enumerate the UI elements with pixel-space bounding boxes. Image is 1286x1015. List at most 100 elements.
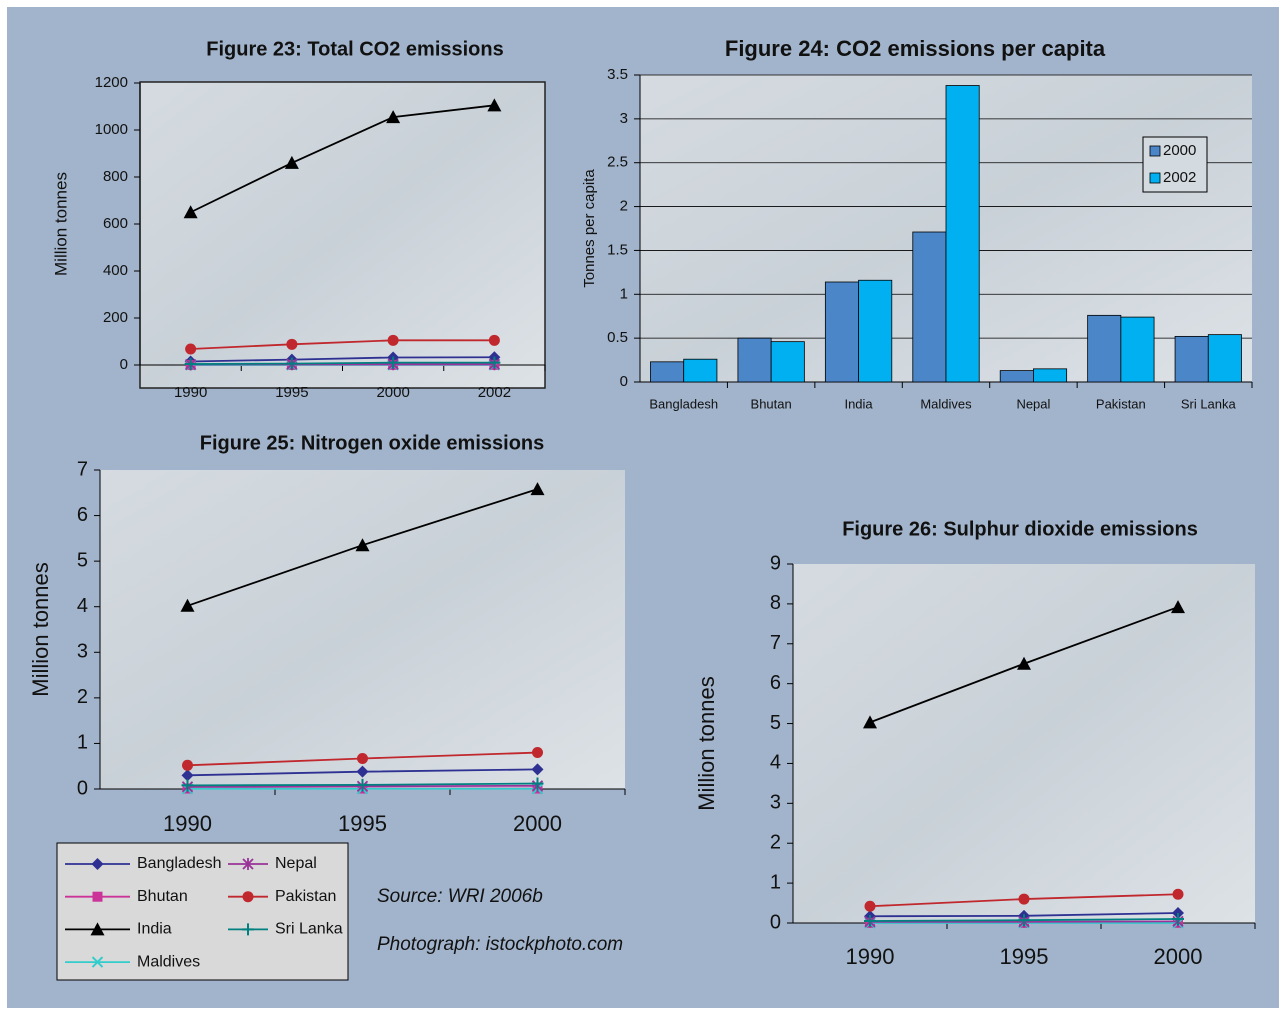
x-tick-label: 1995 xyxy=(275,384,308,401)
y-tick-label: 0 xyxy=(120,356,128,373)
y-axis-label: Tonnes per capita xyxy=(581,169,598,288)
x-tick-label: Nepal xyxy=(1016,396,1050,411)
marker xyxy=(182,759,193,771)
marker xyxy=(91,956,104,968)
series-line xyxy=(190,361,495,365)
bar xyxy=(945,85,980,383)
marker xyxy=(185,343,197,355)
bar xyxy=(824,281,859,383)
bar xyxy=(1174,335,1209,383)
x-tick-label: 1990 xyxy=(174,384,207,401)
x-tick-label: 1995 xyxy=(338,811,387,836)
y-tick-label: 0.5 xyxy=(607,329,628,346)
bar xyxy=(683,358,718,383)
y-tick-label: 1 xyxy=(620,285,628,302)
marker xyxy=(488,334,500,346)
marker xyxy=(531,763,544,776)
marker xyxy=(356,778,369,791)
y-tick-label: 4 xyxy=(770,752,781,774)
marker xyxy=(181,769,194,782)
plot-area xyxy=(793,564,1255,923)
marker xyxy=(242,891,254,903)
legend-label: Bhutan xyxy=(137,888,188,905)
y-tick-label: 6 xyxy=(770,672,781,694)
y-tick-label: 3 xyxy=(620,110,628,127)
x-tick-label: 1995 xyxy=(1000,944,1049,969)
chart-title: Figure 26: Sulphur dioxide emissions xyxy=(842,518,1198,540)
x-tick-label: 2002 xyxy=(478,384,511,401)
marker xyxy=(355,538,370,552)
y-tick-label: 7 xyxy=(770,632,781,654)
marker xyxy=(183,205,198,219)
legend-label: India xyxy=(137,921,172,938)
marker xyxy=(91,858,104,870)
x-tick-label: 2000 xyxy=(1154,944,1203,969)
x-tick-label: Bhutan xyxy=(751,396,792,411)
x-tick-label: Bangladesh xyxy=(649,396,718,411)
plot-area xyxy=(139,81,546,389)
marker xyxy=(356,765,369,778)
x-tick-label: India xyxy=(844,396,873,411)
marker xyxy=(357,752,368,764)
x-tick-label: Pakistan xyxy=(1096,396,1146,411)
legend-label: Maldives xyxy=(137,953,200,970)
marker xyxy=(285,357,298,370)
marker xyxy=(863,715,877,729)
legend-label: 2000 xyxy=(1163,142,1196,159)
x-tick-label: 2000 xyxy=(376,384,409,401)
y-tick-label: 0 xyxy=(770,911,781,933)
plot-area xyxy=(100,470,625,789)
marker xyxy=(180,598,195,612)
y-tick-label: 1 xyxy=(770,871,781,893)
chart-title: Figure 25: Nitrogen oxide emissions xyxy=(200,432,545,454)
y-axis-label: Million tonnes xyxy=(28,562,53,697)
bar xyxy=(1207,334,1242,383)
bar xyxy=(1033,368,1068,383)
legend-label: Pakistan xyxy=(275,888,336,905)
y-tick-label: 3 xyxy=(77,641,88,663)
marker xyxy=(242,923,254,936)
marker xyxy=(181,779,194,792)
legend-label: Nepal xyxy=(275,855,317,872)
bar xyxy=(737,337,772,383)
marker xyxy=(386,110,401,124)
y-tick-label: 0 xyxy=(77,777,88,799)
y-tick-label: 2 xyxy=(620,198,628,215)
x-tick-label: 2000 xyxy=(513,811,562,836)
y-tick-label: 0 xyxy=(620,373,628,390)
marker xyxy=(387,356,400,369)
y-axis-label: Million tonnes xyxy=(694,676,719,811)
legend-label: Bangladesh xyxy=(137,855,222,872)
series-line xyxy=(190,356,495,363)
marker xyxy=(242,858,254,870)
marker xyxy=(286,338,298,350)
marker xyxy=(1172,888,1184,900)
bar xyxy=(858,279,893,383)
x-tick-label: Maldives xyxy=(920,396,972,411)
marker xyxy=(1017,656,1031,670)
bar xyxy=(999,370,1034,383)
series-line xyxy=(190,104,495,214)
chart-title: Figure 23: Total CO2 emissions xyxy=(206,38,503,60)
series-line xyxy=(190,339,495,350)
marker xyxy=(864,915,876,928)
marker xyxy=(1018,914,1030,927)
marker xyxy=(1172,913,1184,926)
marker xyxy=(90,922,105,936)
bar xyxy=(1087,314,1122,383)
marker xyxy=(487,98,502,112)
bar xyxy=(1120,316,1155,383)
y-tick-label: 2 xyxy=(77,686,88,708)
y-tick-label: 1200 xyxy=(95,74,128,91)
legend-box xyxy=(56,842,349,981)
marker xyxy=(531,777,544,790)
y-tick-label: 7 xyxy=(77,458,88,480)
y-tick-label: 5 xyxy=(77,549,88,571)
bar xyxy=(770,341,805,383)
y-tick-label: 1000 xyxy=(95,121,128,138)
y-tick-label: 1 xyxy=(77,732,88,754)
marker xyxy=(530,482,545,496)
y-tick-label: 800 xyxy=(103,168,128,185)
y-tick-label: 6 xyxy=(77,504,88,526)
